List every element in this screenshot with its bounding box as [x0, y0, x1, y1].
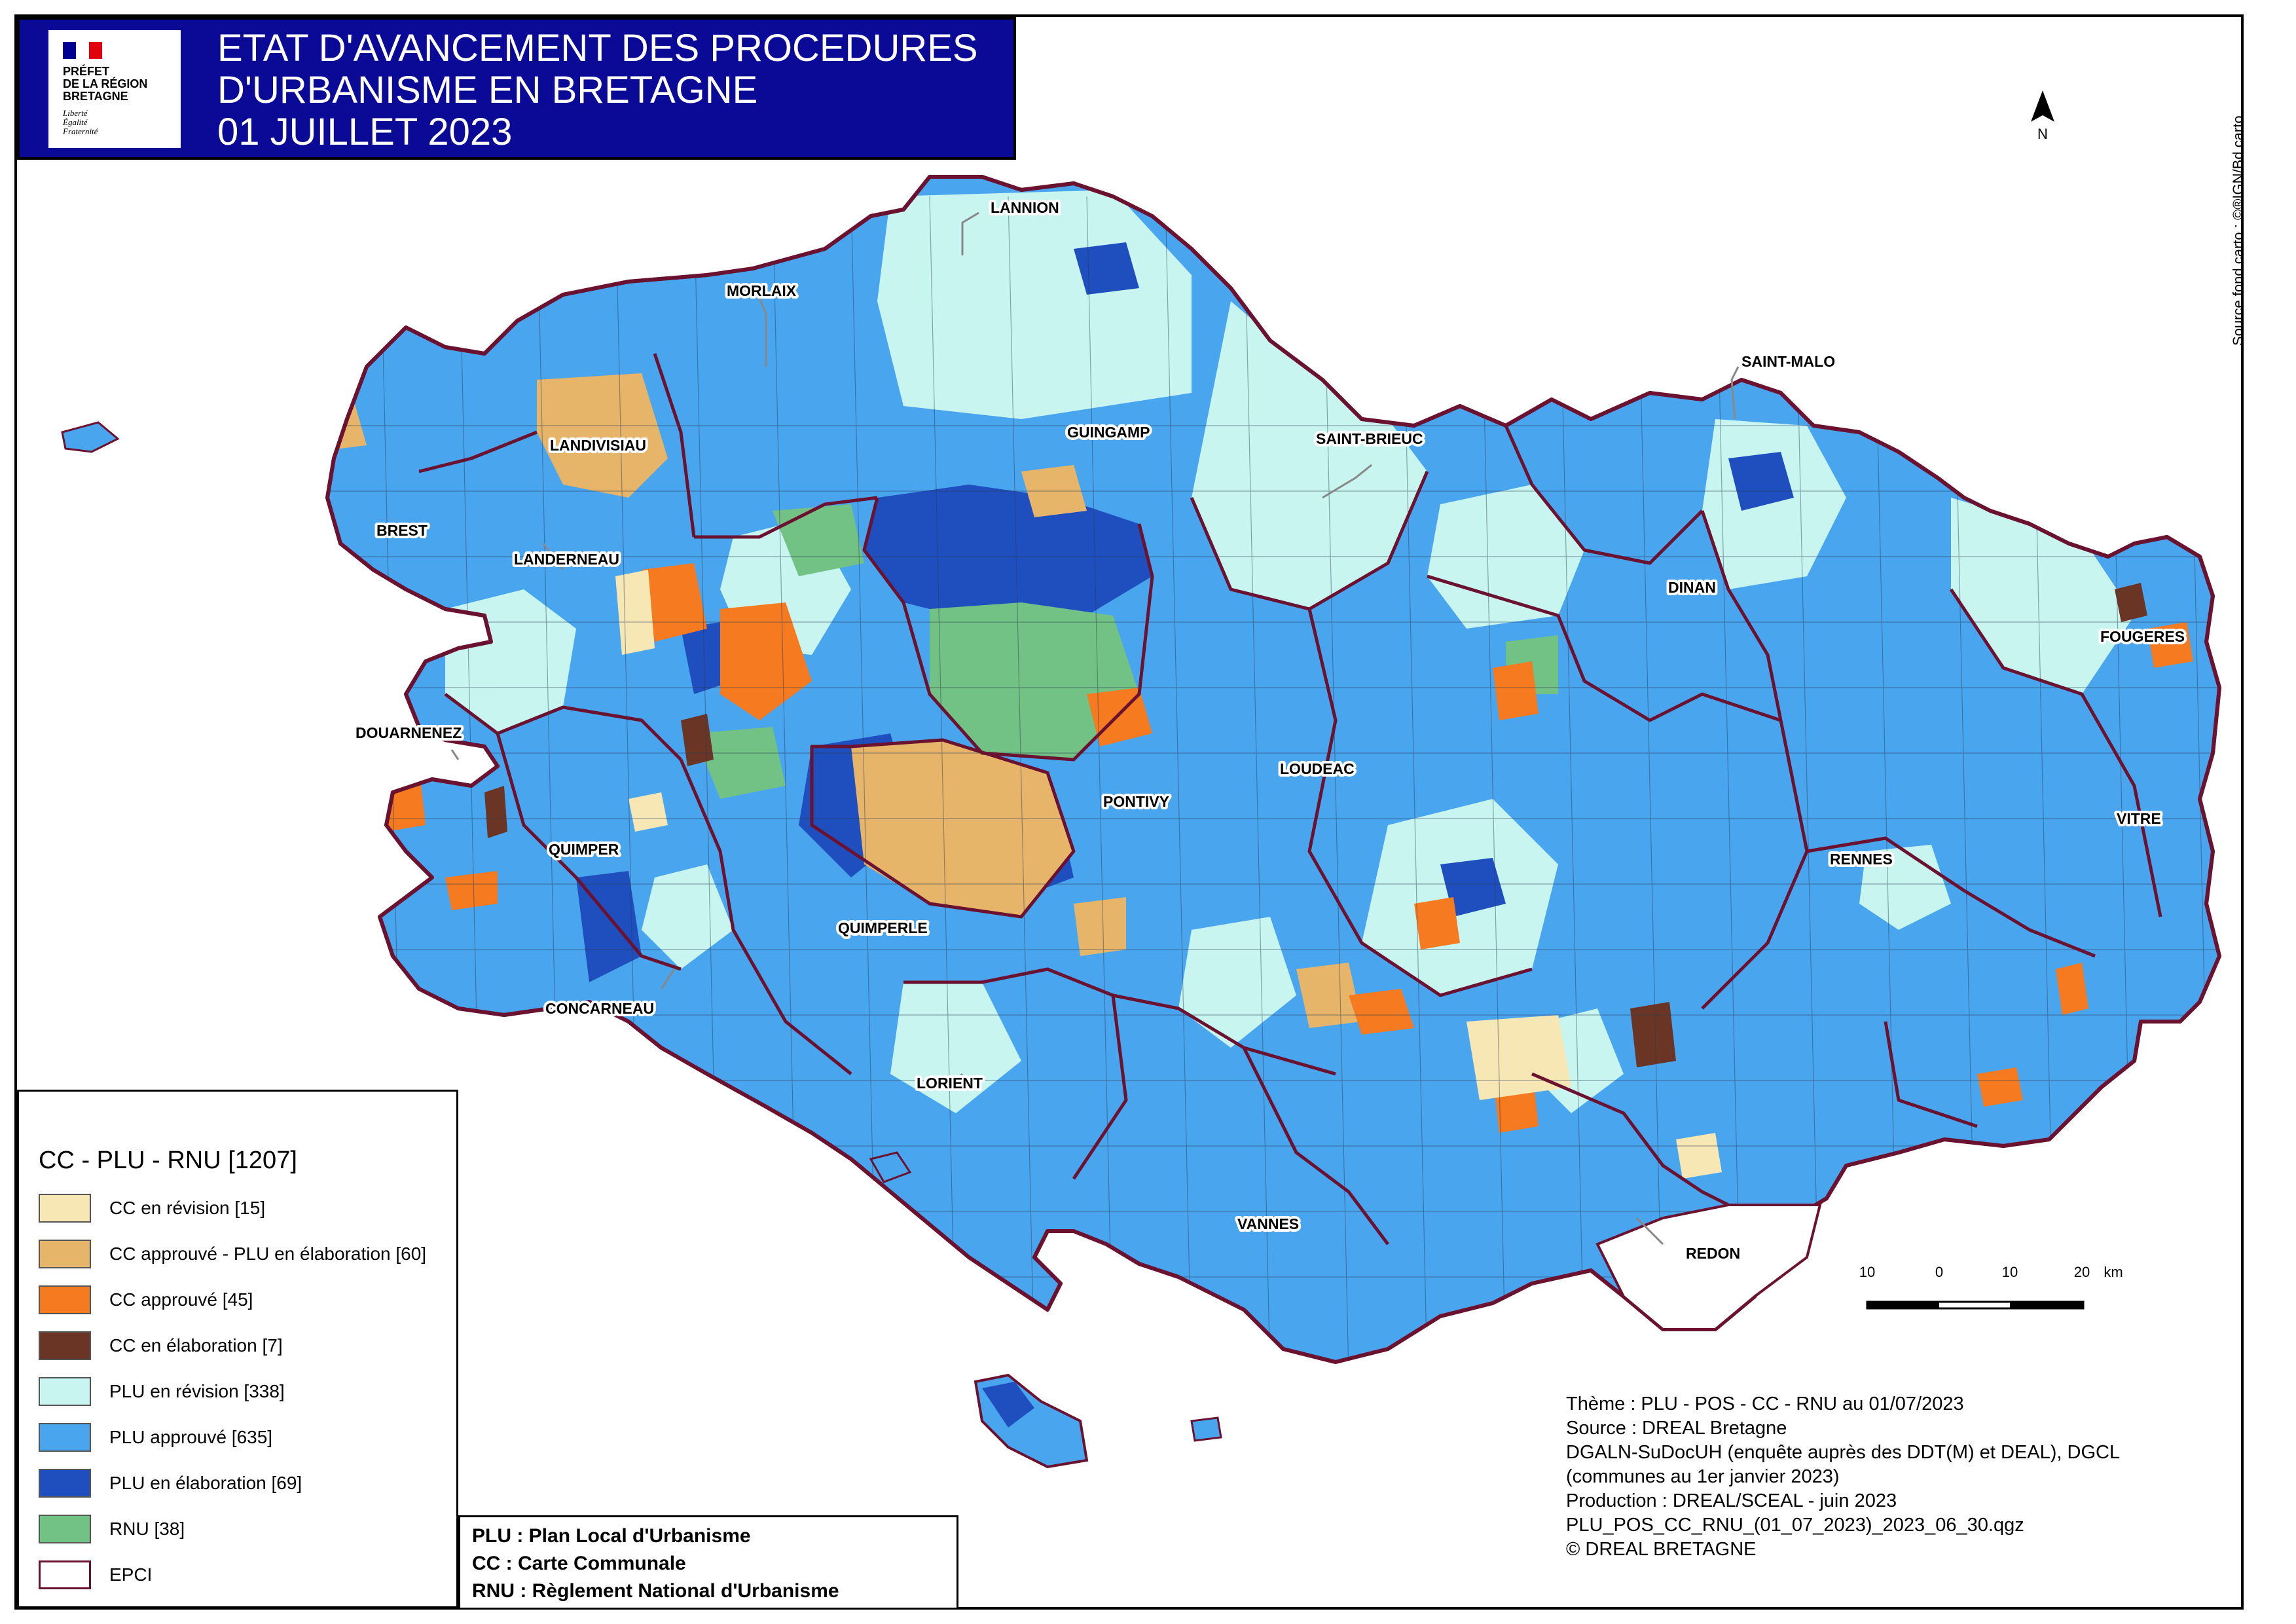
scale-label-20: 20 — [2074, 1264, 2090, 1280]
legend-label: EPCI — [109, 1564, 153, 1585]
abbr-cc: CC : Carte Communale — [472, 1553, 686, 1574]
legend-swatch — [39, 1469, 91, 1498]
legend-swatch — [39, 1560, 91, 1589]
map-frame — [14, 14, 2244, 1610]
tricolor-flag-icon — [63, 42, 102, 59]
legend-label: CC en révision [15] — [109, 1198, 266, 1218]
label-brest: BREST — [376, 522, 428, 539]
abbr-rnu: RNU : Règlement National d'Urbanisme — [472, 1580, 839, 1602]
label-saint-malo: SAINT-MALO — [1741, 353, 1835, 370]
credit-line: Source : DREAL Bretagne — [1566, 1418, 1787, 1439]
scale-label-0: 0 — [1935, 1264, 1943, 1280]
credit-line: DGALN-SuDocUH (enquête auprès des DDT(M)… — [1566, 1442, 2121, 1463]
credits-block: Thème : PLU - POS - CC - RNU au 01/07/20… — [1566, 1392, 2120, 1562]
belle-ile-commune — [982, 1382, 1034, 1428]
leader-lines — [450, 212, 1740, 1246]
legend-label: PLU en révision [338] — [109, 1381, 285, 1401]
label-saint-brieuc: SAINT-BRIEUC — [1316, 430, 1423, 447]
label-redon: REDON — [1686, 1245, 1740, 1262]
abbreviations-box: PLU : Plan Local d'Urbanisme CC : Carte … — [458, 1515, 958, 1610]
logo-line-3: BRETAGNE — [63, 90, 128, 103]
legend-label: CC en élaboration [7] — [109, 1335, 283, 1356]
motto-3: Fraternité — [63, 126, 98, 136]
map-title: ETAT D'AVANCEMENT DES PROCEDURES D'URBAN… — [217, 28, 978, 153]
legend-label: CC approuvé [45] — [109, 1289, 253, 1310]
source-fond-carto: Source fond carto : ©®IGN/Bd carto — [2230, 115, 2246, 346]
legend-swatch — [39, 1240, 91, 1268]
scale-label-10: 10 — [2002, 1264, 2018, 1280]
legend-label: CC approuvé - PLU en élaboration [60] — [109, 1244, 427, 1264]
label-pontivy: PONTIVY — [1103, 793, 1169, 810]
label-fougeres: FOUGERES — [2100, 628, 2185, 645]
label-landivisiau: LANDIVISIAU — [550, 437, 646, 454]
legend-label: PLU en élaboration [69] — [109, 1473, 302, 1493]
title-line-2: D'URBANISME EN BRETAGNE — [217, 69, 758, 111]
credit-line: © DREAL BRETAGNE — [1566, 1539, 1757, 1560]
label-vannes: VANNES — [1237, 1215, 1299, 1232]
label-quimperle: QUIMPERLE — [838, 919, 928, 936]
abbr-plu: PLU : Plan Local d'Urbanisme — [472, 1525, 751, 1547]
scale-unit: km — [2104, 1264, 2123, 1280]
label-lannion: LANNION — [991, 199, 1059, 216]
logo-motto: Liberté Égalité Fraternité — [63, 109, 168, 136]
north-label: N — [2037, 126, 2048, 142]
loire-atlantique-area — [1595, 1204, 1822, 1331]
legend-label: RNU [38] — [109, 1519, 185, 1539]
ouessant-island — [61, 421, 120, 453]
prefet-logo: PRÉFET DE LA RÉGION BRETAGNE Liberté Éga… — [48, 30, 181, 148]
legend-swatch — [39, 1285, 91, 1314]
communes-layer — [327, 177, 2219, 1362]
title-line-3: 01 JUILLET 2023 — [217, 111, 513, 153]
motto-2: Égalité — [63, 117, 88, 127]
title-banner: PRÉFET DE LA RÉGION BRETAGNE Liberté Éga… — [17, 17, 1016, 160]
credit-line: PLU_POS_CC_RNU_(01_07_2023)_2023_06_30.q… — [1566, 1515, 2024, 1536]
label-concarneau: CONCARNEAU — [545, 1000, 654, 1017]
motto-1: Liberté — [63, 108, 88, 118]
label-vitre: VITRE — [2117, 810, 2161, 827]
credit-line: Production : DREAL/SCEAL - juin 2023 — [1566, 1490, 1897, 1511]
legend-title: CC - PLU - RNU [1207] — [39, 1147, 297, 1174]
label-quimper: QUIMPER — [549, 841, 619, 858]
legend-swatch — [39, 1377, 91, 1406]
legend-swatch — [39, 1515, 91, 1543]
label-morlaix: MORLAIX — [727, 282, 797, 299]
label-landerneau: LANDERNEAU — [514, 551, 619, 568]
place-labels: LANNION MORLAIX SAINT-MALO LANDIVISIAU G… — [353, 196, 2187, 1264]
legend-label: PLU approuvé [635] — [109, 1427, 273, 1447]
label-lorient: LORIENT — [917, 1075, 983, 1092]
scale-bar: 10 0 10 20 km — [1859, 1264, 2123, 1310]
houat-island — [1190, 1416, 1222, 1442]
label-guingamp: GUINGAMP — [1067, 424, 1150, 441]
groix-island — [869, 1151, 912, 1183]
legend-swatch — [39, 1331, 91, 1360]
title-line-1: ETAT D'AVANCEMENT DES PROCEDURES — [217, 27, 978, 69]
legend: CC - PLU - RNU [1207] CC en révision [15… — [17, 1090, 458, 1608]
label-dinan: DINAN — [1668, 579, 1716, 596]
north-arrow: N — [2031, 90, 2054, 142]
scale-label-10-left: 10 — [1859, 1264, 1875, 1280]
legend-swatch — [39, 1423, 91, 1452]
logo-text: PRÉFET DE LA RÉGION BRETAGNE — [63, 65, 174, 103]
label-loudeac: LOUDEAC — [1280, 760, 1355, 777]
credit-line: (communes au 1er janvier 2023) — [1566, 1466, 1840, 1487]
logo-line-2: DE LA RÉGION — [63, 77, 148, 90]
label-douarnenez: DOUARNENEZ — [355, 724, 462, 741]
credit-line: Thème : PLU - POS - CC - RNU au 01/07/20… — [1566, 1393, 1964, 1414]
label-rennes: RENNES — [1830, 851, 1893, 868]
logo-line-1: PRÉFET — [63, 65, 110, 78]
legend-swatch — [39, 1194, 91, 1223]
